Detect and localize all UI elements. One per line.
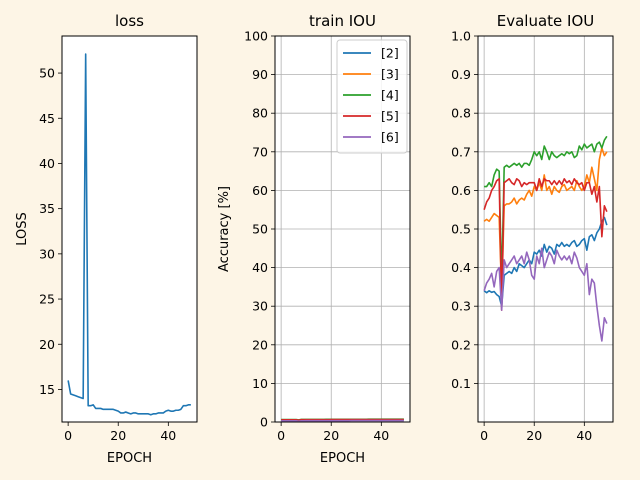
loss-title: loss — [115, 12, 144, 30]
eval-iou-ytick-label: 0.4 — [451, 260, 471, 275]
train-iou-ytick-label: 30 — [252, 299, 268, 314]
legend-frame — [336, 39, 408, 154]
train-iou-ytick-label: 70 — [252, 144, 268, 159]
train-iou-ytick-label: 90 — [252, 67, 268, 82]
train-iou-series-line-4 — [281, 419, 404, 422]
loss-plot-area — [62, 36, 197, 422]
train-iou-series — [281, 418, 404, 422]
train-iou-ytick-label: 40 — [252, 260, 268, 275]
eval-iou-series-line-3 — [483, 178, 608, 311]
train-iou-xtick-label: 0 — [277, 428, 285, 443]
loss-ytick-label: 40 — [39, 156, 55, 171]
loss-ytick-label: 20 — [39, 337, 55, 352]
loss-ytick-label: 30 — [39, 246, 55, 261]
eval-iou-xtick-label: 40 — [576, 428, 592, 443]
train-iou-ytick-label: 10 — [252, 376, 268, 391]
eval-iou-xtick-label: 20 — [526, 428, 542, 443]
eval-iou-series-line-0 — [483, 216, 608, 308]
loss-series-line-0 — [67, 53, 191, 416]
train-iou-ytick-label: 0 — [260, 415, 268, 430]
eval-iou-ytick-label: 0.9 — [451, 67, 471, 82]
eval-iou-subplot: 0 20 40 0.1 0.2 0.3 0.4 0.5 0.6 0.7 0.8 0.9 1.0 Eval… — [451, 12, 614, 444]
loss-xtick-label: 0 — [64, 428, 72, 443]
train-iou-legend: [2] [3] [4] [5] [6] — [336, 39, 408, 154]
eval-iou-series-line-1 — [483, 147, 608, 296]
loss-ylabel: LOSS — [15, 212, 30, 246]
train-iou-xtick-label: 40 — [373, 428, 389, 443]
loss-ytick-label: 45 — [39, 111, 55, 126]
train-iou-xlabel: EPOCH — [320, 451, 365, 466]
loss-series — [67, 53, 191, 416]
train-iou-ylabel: Accuracy [%] — [217, 186, 232, 272]
train-iou-ytick-label: 80 — [252, 106, 268, 121]
train-iou-ytick-label: 20 — [252, 337, 268, 352]
train-iou-xtick-label: 20 — [323, 428, 339, 443]
legend-label-0: [2] — [381, 46, 399, 61]
eval-iou-series-line-4 — [483, 247, 608, 342]
eval-iou-ytick-label: 1.0 — [451, 29, 471, 44]
loss-ytick-label: 25 — [39, 292, 55, 307]
eval-iou-ytick-label: 0.3 — [451, 299, 471, 314]
legend-label-4: [6] — [381, 130, 399, 145]
loss-ytick-label: 15 — [39, 382, 55, 397]
train-iou-ytick-label: 100 — [244, 29, 268, 44]
eval-iou-ytick-label: 0.1 — [451, 376, 471, 391]
loss-xtick-label: 20 — [110, 428, 126, 443]
train-iou-subplot: 0 20 40 0 10 20 30 40 50 60 70 80 90 100 train IOU EP… — [217, 12, 411, 466]
loss-xtick-label: 40 — [160, 428, 176, 443]
loss-xlabel: EPOCH — [107, 451, 152, 466]
eval-iou-ytick-label: 0.8 — [451, 106, 471, 121]
loss-frame — [61, 35, 198, 423]
train-iou-title: train IOU — [309, 12, 376, 30]
train-iou-series-line-3 — [281, 418, 404, 421]
loss-ytick-label: 50 — [39, 66, 55, 81]
eval-iou-title: Evaluate IOU — [497, 12, 595, 30]
eval-iou-ytick-label: 0.2 — [451, 337, 471, 352]
eval-iou-series-line-2 — [484, 135, 608, 284]
eval-iou-ytick-label: 0.6 — [451, 183, 471, 198]
loss-subplot: 0 20 40 15 20 25 30 35 40 45 50 loss EPOCH LOSS — [15, 12, 198, 466]
train-iou-ticks: 0 20 40 0 10 20 30 40 50 60 70 80 90 100 — [244, 29, 389, 444]
loss-ytick-label: 35 — [39, 201, 55, 216]
legend-label-2: [4] — [381, 88, 399, 103]
eval-iou-series — [483, 135, 608, 342]
eval-iou-ytick-label: 0.7 — [451, 144, 471, 159]
eval-iou-ytick-label: 0.5 — [451, 222, 471, 237]
eval-iou-xtick-label: 0 — [480, 428, 488, 443]
legend-label-3: [5] — [381, 109, 399, 124]
train-iou-ytick-label: 50 — [252, 222, 268, 237]
legend-label-1: [3] — [381, 67, 399, 82]
loss-ticks: 0 20 40 15 20 25 30 35 40 45 50 — [39, 66, 176, 443]
eval-iou-ticks: 0 20 40 0.1 0.2 0.3 0.4 0.5 0.6 0.7 0.8 0.9 1.0 — [451, 29, 592, 444]
train-iou-ytick-label: 60 — [252, 183, 268, 198]
